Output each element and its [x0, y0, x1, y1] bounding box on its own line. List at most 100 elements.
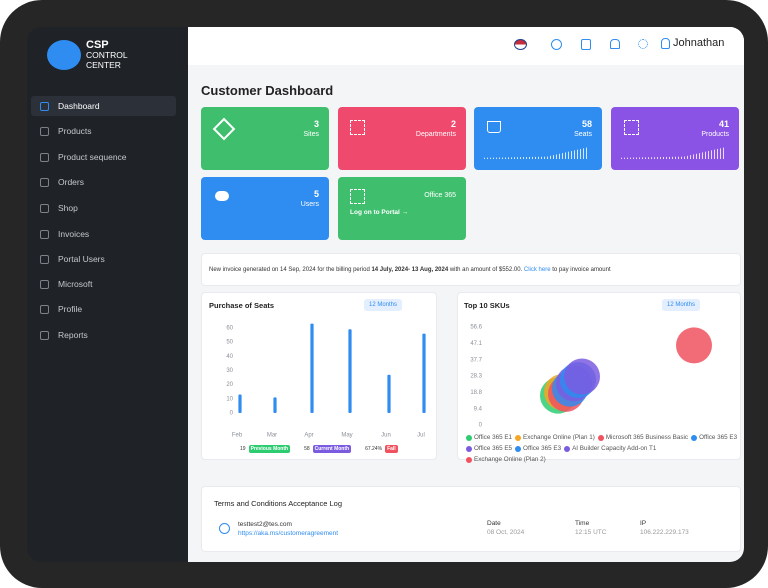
bar [387, 374, 391, 413]
nav-label: Reports [58, 330, 88, 340]
nav-icon [40, 101, 49, 111]
nav-item[interactable]: Invoices [31, 224, 176, 244]
field-value: 08 Oct, 2024 [487, 529, 525, 536]
flag-icon[interactable] [514, 39, 527, 50]
card-icon [350, 189, 365, 204]
portal-link[interactable]: Log on to Portal → [350, 209, 409, 216]
nav-item[interactable]: Portal Users [31, 249, 176, 269]
legend-item[interactable]: Exchange Online (Plan 1) [515, 434, 595, 441]
nav-icon [40, 152, 49, 162]
stat-card[interactable]: Office 365 Log on to Portal → [338, 177, 466, 240]
logo-icon[interactable] [47, 40, 81, 70]
nav-label: Products [58, 126, 92, 136]
legend-label: Office 365 E5 [474, 445, 513, 452]
nav-item[interactable]: Shop [31, 198, 176, 218]
user-name[interactable]: Johnathan [673, 37, 725, 49]
legend-label: AI Builder Capacity Add-on T1 [572, 445, 657, 452]
legend-swatch [466, 445, 472, 452]
legend-label: Office 365 E3 [523, 445, 562, 452]
field-value: 12:15 UTC [575, 529, 607, 536]
bar [422, 333, 426, 413]
legend-item[interactable]: Office 365 E3 [515, 445, 561, 452]
field-label: Date [487, 520, 501, 527]
logo-text[interactable]: CSP CONTROL CENTER [86, 39, 128, 71]
page-title: Customer Dashboard [201, 83, 334, 98]
x-tick-label: Jul [417, 433, 425, 439]
card-label: Office 365 [424, 192, 456, 199]
summary-value: 67.24% [365, 446, 383, 452]
nav-label: Microsoft [58, 279, 93, 289]
legend-item[interactable]: Microsoft 365 Business Basic [597, 434, 688, 441]
legend-label: Exchange Online (Plan 2) [474, 456, 546, 463]
nav-icon [40, 304, 49, 314]
nav-item[interactable]: Profile [31, 299, 176, 319]
user-icon[interactable] [661, 38, 670, 49]
legend-swatch [597, 434, 604, 441]
x-tick-label: May [341, 433, 352, 439]
y-tick-label: 0 [479, 423, 483, 429]
brand-line: CSP [86, 39, 109, 51]
bar [238, 394, 242, 413]
y-tick-label: 9.4 [474, 406, 483, 412]
stat-card[interactable]: 3 Sites [201, 107, 329, 170]
x-tick-label: Mar [267, 433, 277, 439]
y-tick-label: 40 [226, 354, 233, 360]
nav-item[interactable]: Dashboard [31, 96, 176, 116]
nav-icon [40, 177, 49, 187]
legend-swatch [564, 445, 571, 452]
card-label: Sites [303, 131, 319, 138]
y-tick-label: 10 [226, 396, 233, 402]
legend-label: Office 365 E1 [474, 434, 513, 441]
stat-card[interactable]: 5 Users [201, 177, 329, 240]
x-tick-label: Jun [381, 433, 391, 439]
summary-item: 67.24% Fall [365, 445, 398, 453]
stat-card[interactable]: 2 Departments [338, 107, 466, 170]
legend-item[interactable]: AI Builder Capacity Add-on T1 [564, 445, 656, 452]
card-value: 3 [313, 119, 319, 129]
top-bar [188, 27, 744, 65]
card-value: 41 [718, 119, 729, 129]
bar [273, 397, 277, 413]
nav-item[interactable]: Product sequence [31, 147, 176, 167]
summary-badge: Previous Month [248, 445, 291, 453]
card-value: 2 [450, 119, 456, 129]
legend-swatch [466, 456, 472, 463]
legend-label: Exchange Online (Plan 1) [523, 434, 595, 441]
nav-item[interactable]: Orders [31, 172, 176, 192]
stat-card[interactable]: 41 Products [611, 107, 739, 170]
x-tick-label: Apr [304, 433, 313, 439]
card-icon [350, 120, 365, 135]
icon-button[interactable] [638, 39, 648, 49]
legend-item[interactable]: Office 365 E1 [466, 434, 512, 441]
nav-label: Shop [58, 203, 78, 213]
summary-item: 19 Previous Month [240, 445, 291, 453]
terms-link[interactable]: https://aka.ms/customeragreement [238, 530, 339, 537]
card-icon [624, 120, 639, 135]
nav-icon [40, 126, 49, 136]
icon-button[interactable] [610, 39, 620, 49]
brand-line: CONTROL [86, 50, 128, 60]
icon-button[interactable] [581, 39, 591, 50]
card-label: Products [701, 131, 729, 138]
card-label: Users [300, 201, 319, 208]
summary-badge: Current Month [312, 445, 352, 453]
seats-panel [201, 292, 437, 460]
nav-item[interactable]: Reports [31, 325, 176, 345]
card-label: Departments [415, 131, 456, 138]
stat-card[interactable]: 58 Seats [474, 107, 602, 170]
nav-item[interactable]: Products [31, 121, 176, 141]
legend-item[interactable]: Exchange Online (Plan 2) [466, 456, 546, 463]
card-value: 5 [313, 189, 319, 199]
nav-label: Product sequence [58, 152, 127, 162]
legend-item[interactable]: Office 365 E3 [691, 434, 737, 441]
nav-item[interactable]: Microsoft [31, 274, 176, 294]
filter-button[interactable]: 12 Months [662, 299, 701, 311]
legend-swatch [515, 445, 522, 452]
icon-button[interactable] [551, 39, 562, 50]
legend-item[interactable]: Office 365 E5 [466, 445, 512, 452]
nav-label: Dashboard [58, 101, 100, 111]
chart-title: Purchase of Seats [209, 301, 275, 310]
filter-button[interactable]: 12 Months [364, 299, 403, 311]
notice-link[interactable]: Click here [523, 267, 551, 273]
legend: Office 365 E1 Exchange Online (Plan 1) Mic… [466, 434, 738, 463]
